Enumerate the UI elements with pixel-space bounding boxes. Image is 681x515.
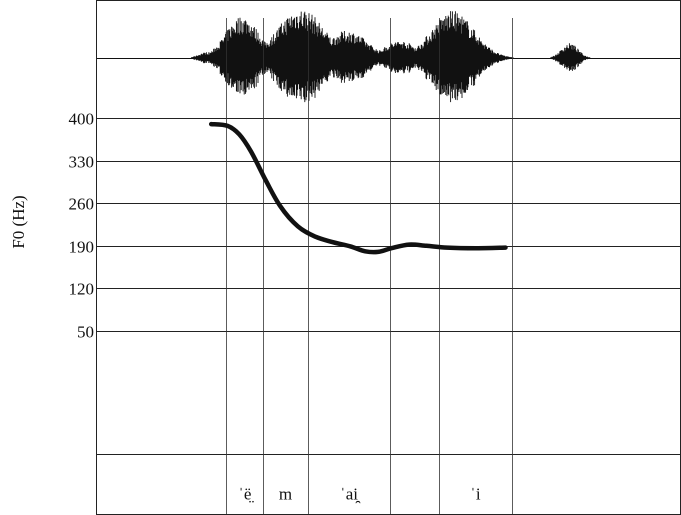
f0-series xyxy=(208,121,508,255)
y-tick-label: 50 xyxy=(77,323,94,342)
y-tick-label: 190 xyxy=(69,238,95,257)
segment-label: ˈi xyxy=(470,485,481,504)
y-tick-label: 400 xyxy=(69,110,95,129)
segment-label: m xyxy=(279,485,292,504)
waveform-trace xyxy=(190,11,591,103)
segment-boundaries xyxy=(226,18,513,515)
f0-contour-line xyxy=(208,121,508,255)
segment-label: ˈë̤ xyxy=(238,485,254,504)
grid xyxy=(96,118,681,455)
waveform-panel xyxy=(96,11,681,103)
plot-frame xyxy=(96,0,681,515)
y-axis-ticks: 400 330 260 190 120 50 xyxy=(69,110,95,342)
segment-labels: ˈë̤ m ˈai̯ ˈi xyxy=(238,485,481,504)
y-tick-label: 120 xyxy=(69,280,95,299)
y-tick-label: 330 xyxy=(69,153,95,172)
segment-label: ˈai̯ xyxy=(340,485,361,504)
y-tick-label: 260 xyxy=(69,195,95,214)
y-axis-label: F0 (Hz) xyxy=(9,195,28,248)
